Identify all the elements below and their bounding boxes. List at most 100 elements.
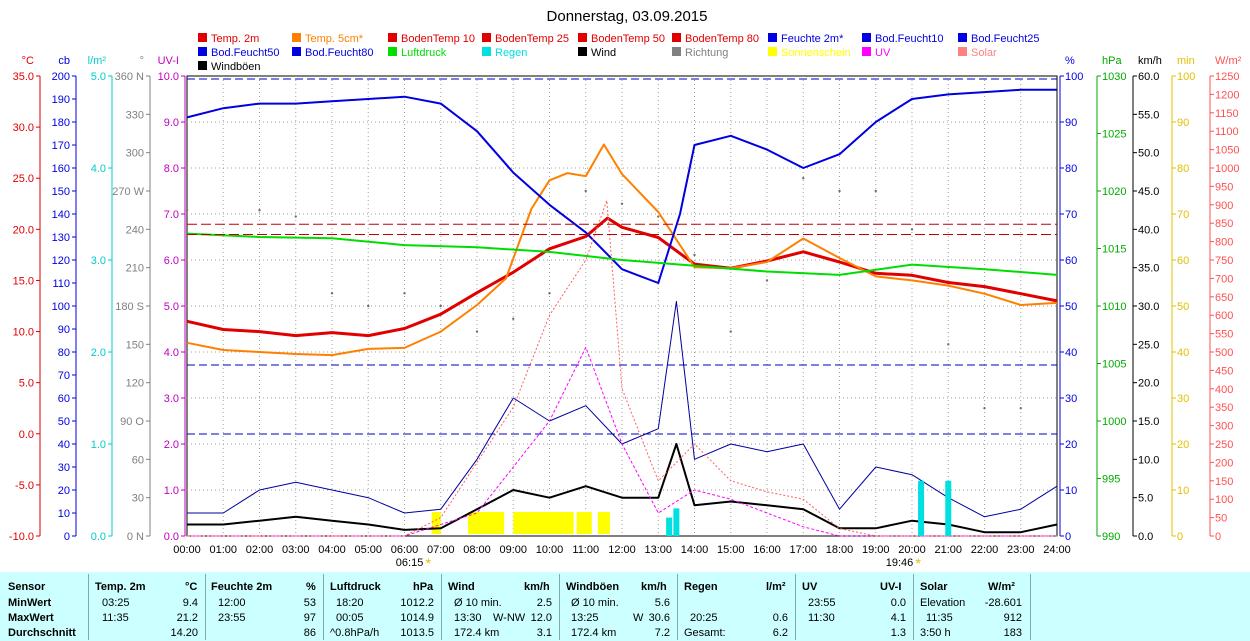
stats-feuchte-avg-value: 86 [303,627,316,639]
right-axis-tick-label: 300 [1215,421,1233,433]
right-axis-unit: min [1177,55,1195,67]
x-axis-tick-label: 05:00 [354,544,382,556]
legend-item-label: Bod.Feucht10 [875,33,944,45]
left-axis-tick-label: 100 [52,301,70,313]
sunrise-icon: * [426,555,432,571]
stats-uv-max-time: 11:30 [808,612,835,624]
legend-item-label: Bod.Feucht25 [971,33,1040,45]
legend-swatch [292,33,301,42]
stats-uv-min-time: 23:55 [808,597,836,609]
right-axis-tick-label: 1050 [1215,145,1239,157]
x-axis-tick-label: 06:00 [391,544,419,556]
left-axis-tick-label: 20.0 [13,224,34,236]
left-axis-tick-label: 6.0 [164,255,179,267]
stats-feuchte-min-value: 53 [303,597,316,609]
legend-swatch [768,47,777,56]
wind-direction-point [185,208,189,212]
right-axis-tick-label: 50 [1215,513,1227,525]
stats-uv-min-value: 0.0 [890,597,906,609]
right-axis-tick-label: 20 [1065,439,1077,451]
left-axis-tick-label: 25.0 [13,173,34,185]
x-axis-tick-label: 22:00 [971,544,999,556]
wind-direction-point [258,208,261,212]
legend-swatch [672,33,681,42]
temp-5cm-line [186,143,1058,357]
legend-swatch [198,33,207,42]
legend-item-label: Feuchte 2m* [781,33,844,45]
right-axis-tick-label: 990 [1102,531,1120,543]
left-axis-tick-label: 140 [52,209,70,221]
stats-wind-max-time: 13:30 [454,612,482,624]
right-axis-tick-label: 100 [1065,71,1083,83]
left-axis-tick-label: 30 [132,493,144,505]
left-axis-tick-label: 15.0 [13,275,34,287]
stats-wind-unit: km/h [524,581,550,593]
legend-item-label: Temp. 2m [211,33,259,45]
legend-swatch [198,61,207,70]
right-axis-tick-label: 15.0 [1138,416,1159,428]
left-axis-tick-label: 8.0 [164,163,179,175]
right-axis-tick-label: 1030 [1102,71,1126,83]
sunshine-bar [513,512,574,534]
right-axis-tick-label: 20 [1177,439,1189,451]
x-axis-tick-label: 17:00 [789,544,817,556]
legend-item-label: BodenTemp 25 [495,33,569,45]
statistics-table: Sensor MinWert MaxWert Durchschnitt Temp… [0,572,1250,641]
sunshine-bar [431,512,441,534]
legend-swatch [862,47,871,56]
right-axis-tick-label: 0.0 [1138,531,1153,543]
left-axis-tick-label: 30 [58,462,70,474]
legend-swatch [198,47,207,56]
left-axis-unit: UV-I [158,55,179,67]
stats-wind-avg-value: 3.1 [536,627,552,639]
right-axis-tick-label: 1020 [1102,186,1126,198]
stats-temp-max-value: 21.2 [176,612,198,624]
right-axis-tick-label: 1200 [1215,89,1239,101]
x-axis-tick-label: 13:00 [644,544,672,556]
legend-item-label: Bod.Feucht80 [305,47,374,59]
left-axis-tick-label: 5.0 [164,301,179,313]
sunrise-label: 06:15 [396,557,424,569]
stats-max-label: MaxWert [8,612,54,624]
left-axis-tick-label: 3.0 [91,255,106,267]
left-axis-tick-label: 110 [52,278,70,290]
left-axis-tick-label: 3.0 [164,393,179,405]
right-axis-tick-label: 30 [1065,393,1077,405]
left-axis-tick-label: 4.0 [164,347,179,359]
rain-bar [666,517,673,536]
wind-direction-point [620,202,624,205]
wind-direction-point [802,177,805,180]
stats-separator [205,574,206,640]
left-axis-tick-label: 30.0 [13,122,34,134]
x-axis-tick-label: 12:00 [608,544,636,556]
stats-regen-max-time: 20:25 [690,612,718,624]
right-axis-tick-label: 50 [1065,301,1077,313]
x-axis-tick-label: 08:00 [463,544,491,556]
stats-regen-unit: l/m² [766,581,786,593]
left-axis-tick-label: 0 [64,531,70,543]
stats-feuchte-max-value: 97 [303,612,316,624]
legend-item-label: Luftdruck [401,47,447,59]
right-axis-tick-label: 80 [1065,163,1077,175]
right-axis-tick-label: 50.0 [1138,148,1159,160]
left-axis-tick-label: 70 [58,370,70,382]
right-axis-tick-label: 40 [1177,347,1189,359]
stats-solar-header: Solar [920,581,948,593]
wind-direction-point [947,343,950,346]
stats-temp-header: Temp. 2m [95,581,146,593]
legend-swatch [958,47,967,56]
right-axis-tick-label: 200 [1215,457,1233,469]
stats-solar-avg-value: 183 [1003,627,1022,639]
right-axis-tick-label: 40 [1065,347,1077,359]
stats-solar-unit: W/m² [988,581,1015,593]
right-axis-tick-label: 10 [1065,485,1077,497]
stats-avg-label: Durchschnitt [8,627,76,639]
rain-bar [673,508,680,536]
right-axis-tick-label: 35.0 [1138,263,1159,275]
right-axis-unit: W/m² [1215,55,1242,67]
x-axis-tick-label: 11:00 [572,544,599,556]
legend-item-label: Windböen [211,61,261,73]
sunshine-bar [576,512,592,534]
wind-direction-point [403,292,406,295]
right-axis-tick-label: 1010 [1102,301,1126,313]
